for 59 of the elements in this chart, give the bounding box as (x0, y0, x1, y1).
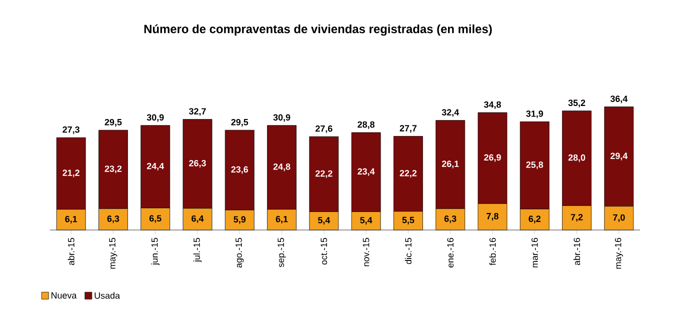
x-tick-label: abr.-16 (573, 238, 580, 266)
legend-label: Nueva (52, 292, 77, 299)
data-label: 6,4 (192, 215, 204, 223)
data-label: 5,4 (318, 217, 330, 225)
data-label: 6,3 (444, 216, 456, 224)
data-label: 6,3 (107, 216, 120, 224)
data-label: 5,4 (360, 217, 372, 225)
total-label: 32,7 (188, 108, 206, 116)
data-label: 22,2 (316, 170, 332, 178)
data-label: 6,5 (149, 215, 162, 223)
data-label: 7,8 (486, 212, 498, 221)
x-tick-label: feb.-16 (489, 238, 496, 266)
x-tick-label: mar.-16 (531, 238, 538, 268)
x-tick-label: oct.-15 (320, 238, 328, 265)
data-label: 7,2 (570, 214, 583, 222)
total-label: 27,6 (316, 125, 332, 134)
data-label: 26,9 (484, 154, 501, 162)
data-label: 24,8 (273, 164, 290, 172)
x-tick-label: ago.-15 (236, 238, 244, 268)
data-label: 23,4 (358, 168, 375, 176)
total-label: 35,2 (568, 100, 586, 108)
chart-title: Número de compraventas de viviendas registradas (en miles) (144, 24, 492, 36)
x-tick-label: jun.-15 (151, 238, 160, 266)
total-label: 32,4 (442, 109, 460, 117)
data-label: 6,2 (528, 216, 541, 224)
data-label: 28,0 (568, 154, 586, 162)
data-label: 6,1 (65, 216, 78, 224)
x-tick-label: abr.-15 (68, 238, 74, 266)
legend-label: Usada (94, 292, 120, 299)
data-label: 7,0 (613, 214, 625, 222)
x-tick-label: sep.-15 (278, 238, 286, 268)
data-label: 6,1 (276, 216, 288, 224)
data-label: 26,1 (442, 160, 459, 168)
total-label: 29,5 (231, 118, 248, 127)
data-label: 24,4 (146, 162, 164, 171)
total-label: 27,7 (400, 125, 417, 133)
data-label: 29,4 (610, 152, 628, 160)
x-tick-label: may.-16 (614, 238, 623, 269)
data-label: 5,9 (234, 216, 246, 224)
data-label: 23,2 (104, 166, 122, 174)
x-tick-label: ene.-16 (447, 238, 454, 268)
x-tick-label: jul.-15 (193, 238, 202, 262)
total-label: 29,5 (104, 118, 122, 127)
total-label: 36,4 (610, 96, 628, 104)
total-label: 30,9 (146, 114, 164, 122)
data-label: 26,3 (189, 160, 206, 168)
total-label: 34,8 (484, 101, 501, 110)
total-label: 28,8 (358, 121, 375, 129)
data-label: 25,8 (526, 162, 544, 170)
total-label: 31,9 (526, 110, 544, 118)
total-label: 27,3 (62, 126, 80, 134)
x-tick-label: may.-15 (109, 238, 118, 269)
data-label: 5,5 (402, 216, 414, 224)
x-tick-label: dic.-15 (404, 238, 412, 264)
data-label: 23,6 (231, 166, 248, 174)
data-label: 22,2 (400, 170, 417, 178)
data-label: 21,2 (62, 170, 80, 178)
total-label: 30,9 (273, 114, 290, 122)
x-tick-label: nov.-15 (362, 238, 370, 266)
